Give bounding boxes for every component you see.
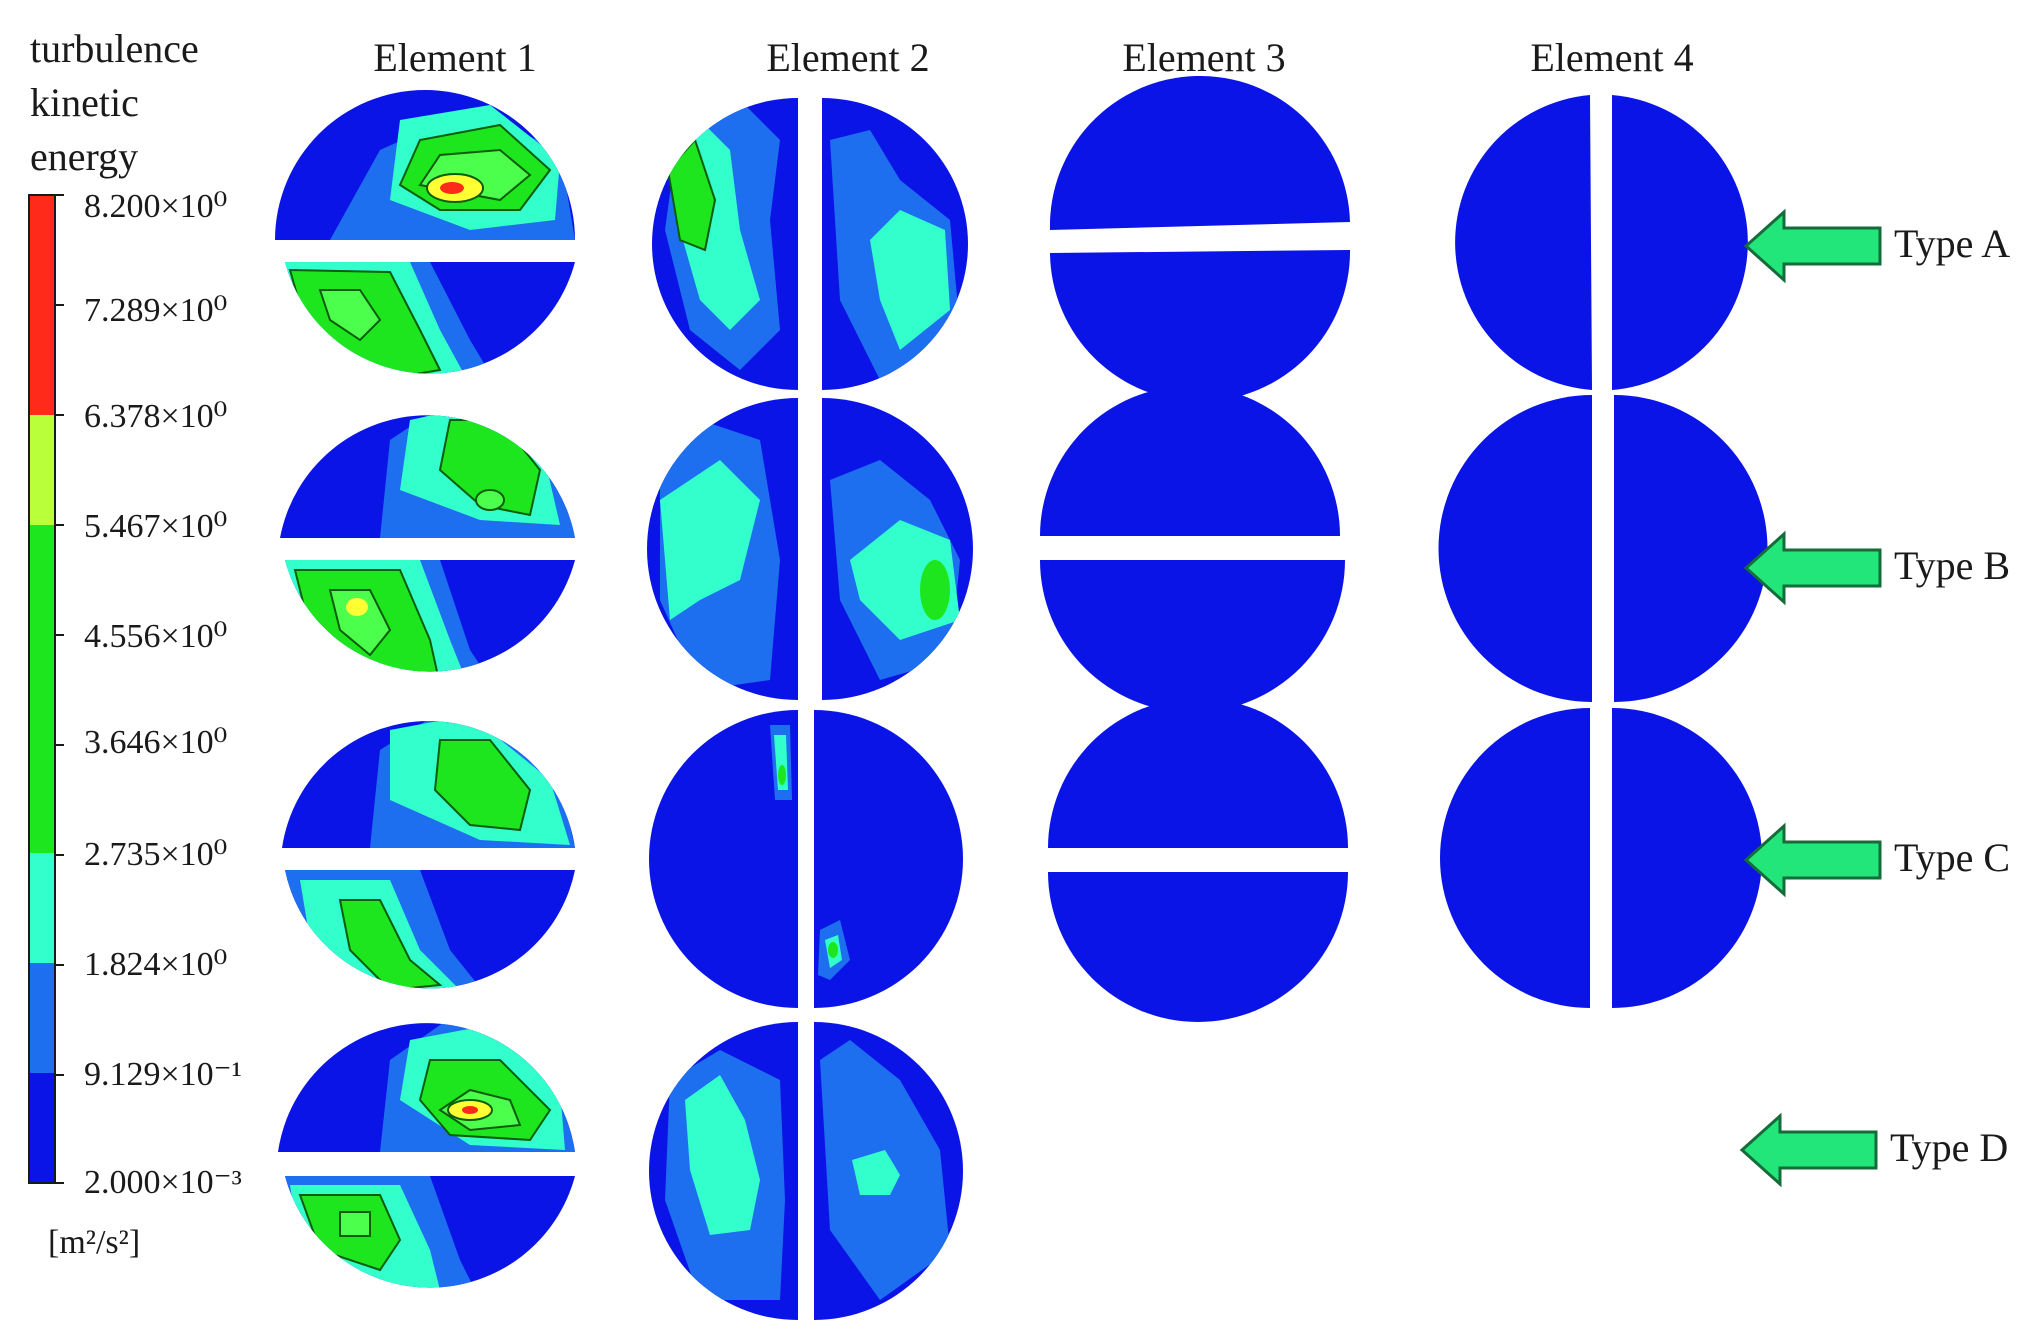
- row-label-type-d: Type D: [1890, 1125, 2009, 1170]
- column-header-element-2: Element 2: [766, 35, 930, 80]
- tick-mark: [56, 1074, 64, 1076]
- tick-mark: [56, 304, 64, 306]
- legend-title-line: energy: [30, 134, 139, 179]
- row-label-type-c: Type C: [1894, 835, 2011, 880]
- arrow-left-icon: [1743, 822, 1882, 898]
- element-2-type-b: [647, 398, 973, 700]
- element-3-type-b: [1040, 386, 1345, 713]
- row-label-type-a: Type A: [1894, 221, 2011, 266]
- element-4-type-c: [1440, 708, 1762, 1008]
- tick-mark: [56, 964, 64, 966]
- row-label-type-b: Type B: [1894, 543, 2011, 588]
- tick-label: 9.129×10⁻¹: [84, 1056, 242, 1093]
- color-band: [30, 1072, 54, 1183]
- tick-mark: [56, 194, 64, 196]
- column-header-element-1: Element 1: [373, 35, 537, 80]
- tick-mark: [56, 1182, 64, 1184]
- tick-mark: [56, 524, 64, 526]
- tick-mark: [56, 744, 64, 746]
- legend-title-line: kinetic: [30, 80, 139, 125]
- element-2-type-d: [649, 1022, 963, 1320]
- tick-label: 2.735×10⁰: [84, 836, 228, 873]
- element-4-type-b: [1438, 395, 1768, 702]
- tick-label: 7.289×10⁰: [84, 292, 228, 329]
- color-band: [30, 196, 54, 306]
- tick-mark: [56, 854, 64, 856]
- color-band: [30, 305, 54, 416]
- element-1-type-a: [275, 90, 575, 374]
- color-band: [30, 743, 54, 854]
- color-bar: [28, 194, 56, 1184]
- arrow-left-icon: [1743, 530, 1882, 606]
- column-header-element-3: Element 3: [1122, 35, 1286, 80]
- color-band: [30, 853, 54, 963]
- element-1-type-c: [282, 721, 575, 989]
- tick-label: 3.646×10⁰: [84, 724, 228, 761]
- tick-label: 4.556×10⁰: [84, 618, 228, 655]
- tick-label: 6.378×10⁰: [84, 398, 228, 435]
- element-4-type-a: [1455, 95, 1748, 390]
- tick-label: 2.000×10⁻³: [84, 1164, 242, 1201]
- element-2-type-c: [649, 710, 963, 1008]
- tick-label: 1.824×10⁰: [84, 946, 228, 983]
- color-band: [30, 415, 54, 525]
- element-1-type-b: [280, 415, 575, 672]
- color-band: [30, 962, 54, 1073]
- arrow-left-icon: [1739, 1112, 1878, 1188]
- tick-mark: [56, 634, 64, 636]
- element-3-type-a: [1049, 75, 1351, 402]
- element-2-type-a: [652, 98, 968, 390]
- tick-label: 8.200×10⁰: [84, 188, 228, 225]
- element-1-type-d: [278, 1023, 575, 1288]
- color-band: [30, 634, 54, 744]
- arrow-left-icon: [1743, 208, 1882, 284]
- tick-mark: [56, 414, 64, 416]
- units-label: [m²/s²]: [48, 1224, 141, 1261]
- color-band: [30, 524, 54, 635]
- element-3-type-c: [1048, 698, 1348, 1022]
- column-header-element-4: Element 4: [1530, 35, 1694, 80]
- tick-label: 5.467×10⁰: [84, 508, 228, 545]
- legend-title: turbulence kinetic energy: [30, 22, 199, 184]
- legend-title-line: turbulence: [30, 26, 199, 71]
